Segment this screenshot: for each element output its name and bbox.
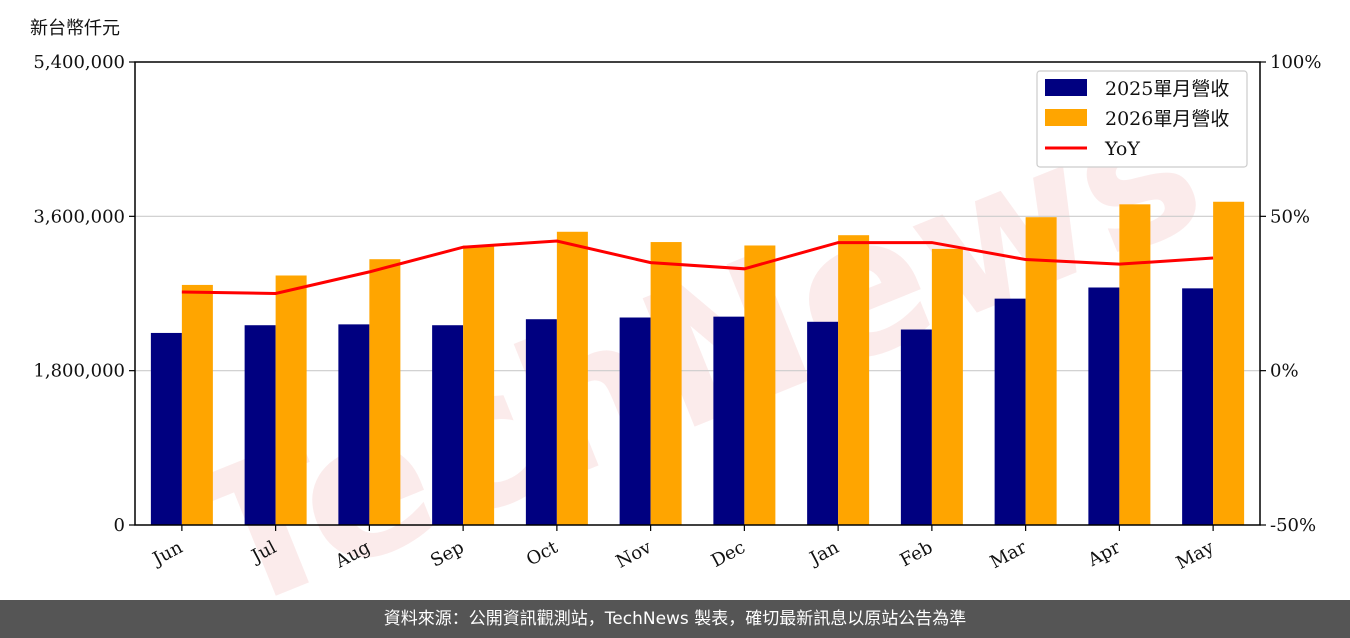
- bar-2026-aug: [369, 259, 401, 525]
- legend-box: [1036, 70, 1248, 168]
- legend-label-2025: 2025單月營收: [1105, 78, 1229, 100]
- legend-swatch-2026: [1045, 109, 1087, 126]
- bar-2026-sep: [463, 245, 495, 526]
- bar-2026-may: [1213, 201, 1245, 526]
- bar-2026-jan: [838, 235, 870, 525]
- bar-2025-nov: [619, 317, 651, 525]
- left-tick-label: 1,800,000: [33, 361, 125, 382]
- right-tick-label: -50%: [1270, 515, 1316, 536]
- x-tick-label-nov: Nov: [613, 536, 656, 572]
- x-tick-label-mar: Mar: [987, 537, 1031, 573]
- right-tick-label: 100%: [1270, 52, 1321, 73]
- legend-label-yoy: YoY: [1104, 138, 1140, 160]
- left-tick-label: 5,400,000: [33, 52, 125, 73]
- bar-2025-sep: [432, 325, 464, 525]
- x-tick-label-apr: Apr: [1084, 537, 1124, 572]
- x-tick-label-may: May: [1173, 536, 1218, 573]
- x-tick-label-jan: Jan: [805, 537, 843, 571]
- bar-2026-apr: [1119, 204, 1151, 525]
- x-tick-label-jun: Jun: [148, 537, 187, 571]
- bar-2025-dec: [713, 316, 745, 525]
- bar-2026-oct: [556, 231, 588, 525]
- footer-source-note: 資料來源：公開資訊觀測站，TechNews 製表，確切最新訊息以原站公告為準: [0, 600, 1350, 638]
- legend-label-2026: 2026單月營收: [1105, 108, 1229, 130]
- bar-2026-mar: [1025, 217, 1057, 525]
- bar-2025-apr: [1088, 287, 1120, 525]
- right-tick-label: 50%: [1270, 206, 1310, 227]
- plot-frame: [134, 61, 1261, 526]
- bar-2025-jan: [807, 321, 839, 525]
- bar-2026-dec: [744, 245, 776, 526]
- bar-2026-nov: [650, 242, 682, 526]
- bar-2025-jun: [150, 332, 182, 525]
- bar-2025-may: [1182, 288, 1214, 525]
- right-tick-label: 0%: [1270, 361, 1299, 382]
- bar-2026-jul: [275, 275, 307, 525]
- bar-2025-jul: [244, 325, 276, 525]
- bar-2025-oct: [525, 319, 557, 525]
- bar-2026-jun: [181, 284, 213, 525]
- y-axis-unit-label: 新台幣仟元: [30, 18, 120, 39]
- left-tick-label: 3,600,000: [33, 206, 125, 227]
- x-tick-label-feb: Feb: [897, 537, 937, 571]
- left-tick-label: 0: [114, 515, 125, 536]
- x-tick-label-dec: Dec: [708, 537, 749, 572]
- yoy-line: [181, 239, 1214, 296]
- chart: TechNews01,800,0003,600,0005,400,000-50%…: [33, 52, 1321, 600]
- legend-swatch-2025: [1045, 79, 1087, 96]
- bar-2025-feb: [900, 329, 932, 525]
- bar-2025-mar: [994, 298, 1026, 525]
- bar-2025-aug: [338, 324, 370, 525]
- bar-2026-feb: [931, 248, 963, 526]
